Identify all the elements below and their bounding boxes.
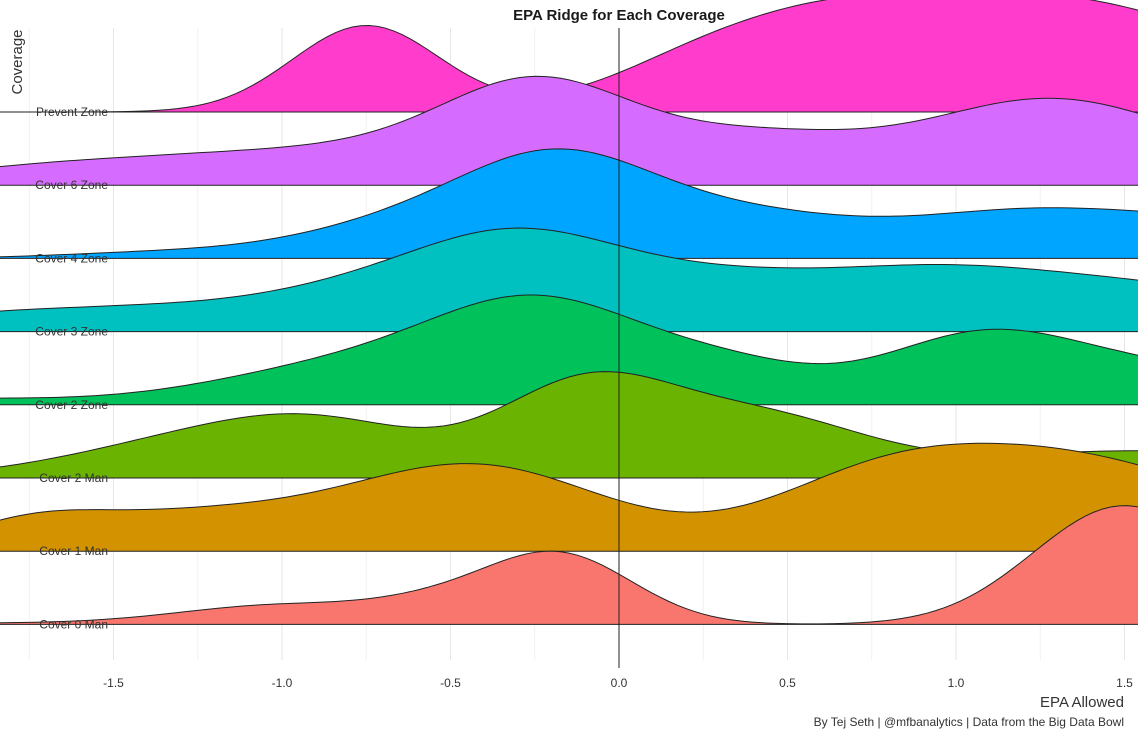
x-tick-label: 0.5: [779, 676, 796, 690]
ridge-fill: [0, 228, 1138, 332]
y-tick-label: Cover 2 Man: [39, 471, 108, 485]
y-tick-labels: Prevent Zone Cover 6 Zone Cover 4 Zone Cove…: [35, 105, 108, 631]
ridge-fill: [0, 0, 1138, 112]
chart-title: EPA Ridge for Each Coverage: [513, 7, 725, 24]
y-tick-label: Prevent Zone: [36, 105, 108, 119]
y-tick-label: Cover 1 Man: [39, 544, 108, 558]
ridge-fill: [0, 76, 1138, 186]
ridge-fill: [0, 505, 1138, 625]
x-axis-title: EPA Allowed: [1040, 694, 1124, 711]
ridge-fill: [0, 295, 1138, 405]
x-tick-label: -0.5: [440, 676, 461, 690]
ridge-fill: [0, 148, 1138, 259]
ridge-fill: [0, 371, 1138, 478]
x-tick-labels: -2.5-2.0-1.5-1.0-0.50.00.51.01.52.02.53.…: [103, 676, 1133, 690]
x-tick-label: 0.0: [611, 676, 628, 690]
y-tick-label: Cover 6 Zone: [35, 178, 108, 192]
x-tick-label: -1.5: [103, 676, 124, 690]
ridge-fill: [0, 443, 1138, 552]
y-tick-label: Cover 0 Man: [39, 617, 108, 631]
x-tick-label: 1.5: [1116, 676, 1133, 690]
y-tick-label: Cover 4 Zone: [35, 251, 108, 265]
x-tick-label: -1.0: [272, 676, 293, 690]
ridge-layer: [0, 0, 1138, 625]
y-tick-label: Cover 2 Zone: [35, 398, 108, 412]
y-tick-label: Cover 3 Zone: [35, 325, 108, 339]
chart-caption: By Tej Seth | @mfbanalytics | Data from …: [814, 715, 1124, 729]
x-tick-label: 1.0: [948, 676, 965, 690]
y-axis-title: Coverage: [9, 29, 26, 94]
